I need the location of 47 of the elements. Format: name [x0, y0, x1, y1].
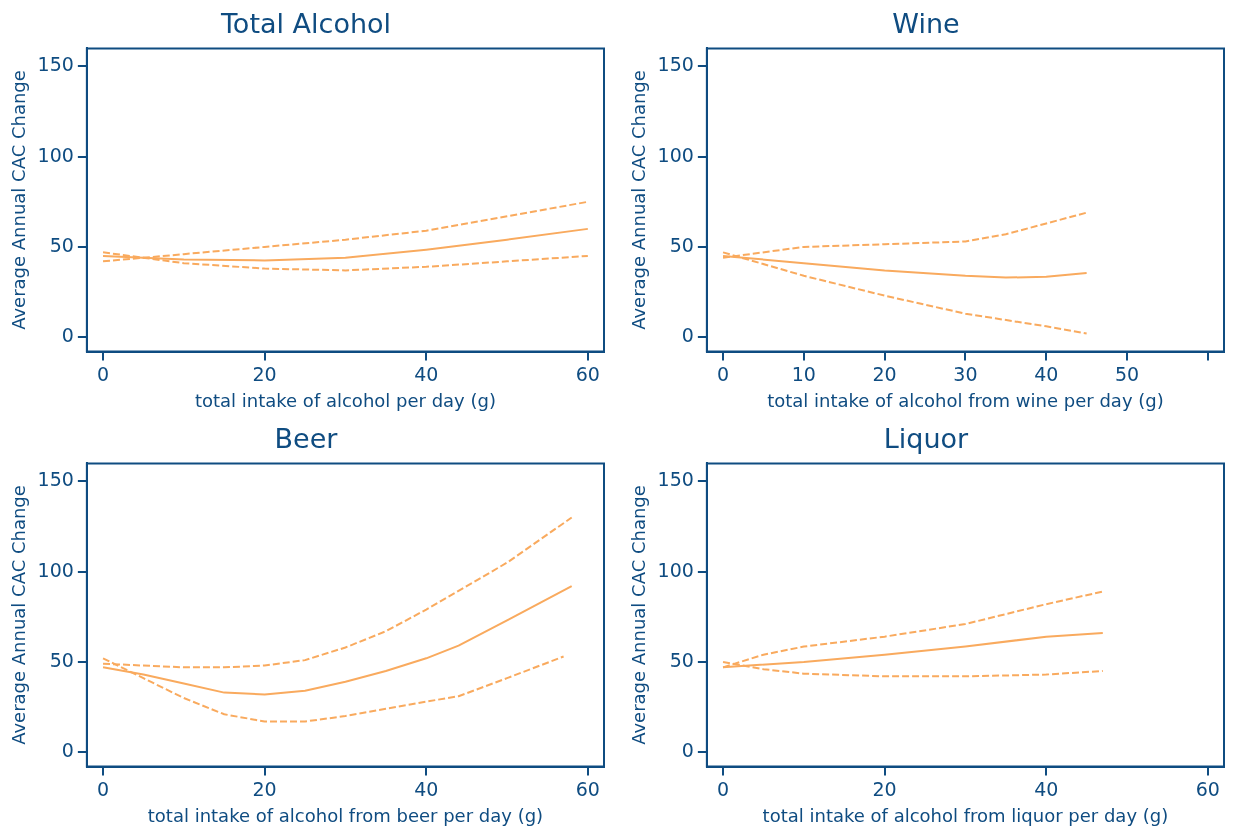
x-tick-label: 40: [1034, 777, 1059, 800]
y-axis-title: Average Annual CAC Change: [8, 485, 30, 745]
y-tick-label: 0: [681, 739, 694, 762]
y-tick-label: 100: [657, 558, 694, 581]
y-tick-label: 50: [49, 648, 74, 671]
y-tick-label: 0: [681, 324, 694, 347]
chart-title: Wine: [892, 8, 960, 40]
x-axis-title: total intake of alcohol from liquor per day (g): [762, 804, 1169, 826]
x-tick-label: 40: [1034, 362, 1059, 385]
chart-title: Liquor: [883, 423, 970, 455]
x-tick-label: 60: [575, 362, 600, 385]
y-tick-label: 100: [37, 558, 74, 581]
y-axis-title: Average Annual CAC Change: [628, 70, 650, 330]
x-tick-label: 10: [791, 362, 816, 385]
x-tick-label: 20: [872, 362, 897, 385]
x-tick-label: 40: [414, 362, 439, 385]
x-axis-title: total intake of alcohol from beer per day (g): [147, 804, 544, 826]
x-tick-label: 40: [414, 777, 439, 800]
y-tick-label: 150: [37, 468, 74, 491]
x-axis-title: total intake of alcohol per day (g): [194, 389, 496, 411]
y-axis-title: Average Annual CAC Change: [8, 70, 30, 330]
y-tick-label: 0: [61, 324, 74, 347]
x-tick-label: 50: [1114, 362, 1140, 385]
y-tick-label: 0: [61, 739, 74, 762]
x-tick-label: 0: [96, 777, 110, 800]
y-tick-label: 150: [657, 53, 694, 76]
y-tick-label: 100: [657, 143, 694, 166]
y-tick-label: 100: [37, 143, 74, 166]
chart-title: Total Alcohol: [219, 8, 392, 40]
x-tick-label: 30: [953, 362, 978, 385]
y-tick-label: 50: [669, 233, 694, 256]
line-series: [102, 200, 589, 263]
y-tick-label: 50: [669, 648, 694, 671]
x-axis-title: total intake of alcohol from wine per day (g): [767, 389, 1164, 411]
x-tick-label: 60: [1195, 777, 1220, 800]
y-tick-label: 150: [657, 468, 694, 491]
x-tick-label: 20: [252, 777, 277, 800]
x-tick-label: 0: [716, 777, 730, 800]
x-tick-label: 20: [252, 362, 277, 385]
x-tick-label: 60: [575, 777, 600, 800]
y-tick-label: 50: [49, 233, 74, 256]
x-tick-label: 0: [716, 362, 730, 385]
chart-title: Beer: [274, 423, 339, 455]
y-axis-title: Average Annual CAC Change: [628, 485, 650, 745]
x-tick-label: 20: [872, 777, 897, 800]
x-tick-label: 0: [96, 362, 110, 385]
y-tick-label: 150: [37, 53, 74, 76]
